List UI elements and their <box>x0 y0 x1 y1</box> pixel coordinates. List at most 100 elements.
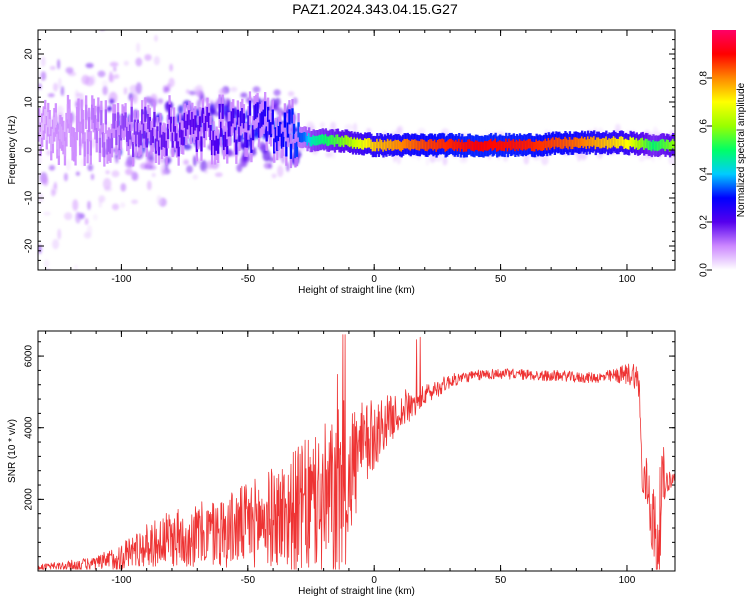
snr-x-axis: -100 -50 0 50 100 <box>45 331 653 586</box>
spectrogram-cell <box>76 92 83 97</box>
ridge-core <box>95 128 98 144</box>
spectrogram-cell <box>160 164 166 176</box>
ridge-core <box>556 138 560 148</box>
ridge-core <box>72 137 76 153</box>
snr-y-label: SNR (10 * v/v) <box>7 419 18 483</box>
ridge-core <box>452 140 455 150</box>
ridge-core <box>156 126 159 142</box>
spectrogram-cell <box>105 170 110 175</box>
spectrogram-cell <box>353 122 358 133</box>
ridge-core <box>491 141 494 151</box>
ridge-core <box>500 141 503 151</box>
x-tick-label: 100 <box>619 274 636 285</box>
ridge-core <box>209 125 212 141</box>
spectrogram-cell <box>330 121 337 131</box>
ridge-core <box>69 122 73 138</box>
ridge-core <box>230 111 233 127</box>
ridge-core <box>314 136 317 146</box>
ridge-core <box>638 139 641 150</box>
snr-series <box>38 334 675 570</box>
ridge-core <box>565 138 569 148</box>
ridge-core <box>41 122 44 138</box>
ridge-core <box>432 141 435 151</box>
spectrogram-cell <box>169 16 172 26</box>
ridge-core <box>480 141 484 152</box>
ridge-core <box>210 140 214 156</box>
ridge-core <box>520 140 523 151</box>
spectrogram-y-label: Frequency (Hz) <box>7 116 18 185</box>
spectrogram-cell <box>76 213 80 224</box>
ridge-core <box>286 122 290 138</box>
ridge-core <box>587 136 590 146</box>
ridge-core <box>458 138 461 149</box>
ridge-core <box>233 127 237 143</box>
ridge-core <box>115 130 118 146</box>
ridge-core <box>377 141 381 152</box>
spectrogram-cell <box>38 244 42 254</box>
y-tick-label: 4000 <box>24 416 35 439</box>
ridge-core <box>312 135 315 145</box>
ridge-core <box>553 139 557 150</box>
spectrogram-cell <box>65 67 74 74</box>
ridge-core <box>602 137 605 148</box>
ridge-core <box>113 113 117 129</box>
ridge-core <box>260 111 264 127</box>
ridge-core <box>576 137 579 148</box>
ridge-core <box>342 137 346 148</box>
ridge-core <box>640 138 643 148</box>
spectrogram-cell <box>104 0 113 3</box>
spectrogram-cell <box>320 122 325 129</box>
ridge-core <box>75 115 79 131</box>
ridge-core <box>320 134 323 145</box>
ridge-core <box>166 124 170 140</box>
ridge-core <box>339 137 343 147</box>
ridge-core <box>51 128 55 144</box>
y-tick-label: 6000 <box>24 345 35 368</box>
ridge-core <box>98 137 102 153</box>
ridge-core <box>141 109 144 125</box>
ridge-core <box>668 142 672 152</box>
ridge-core <box>526 139 529 150</box>
spectrogram-cell <box>203 168 208 174</box>
ridge-core <box>537 141 540 151</box>
ridge-core <box>80 108 83 124</box>
spectrogram-cell <box>66 159 71 171</box>
ridge-core <box>468 139 472 149</box>
ridge-core <box>436 140 440 150</box>
ridge-core <box>112 113 115 129</box>
ridge-core <box>459 142 462 152</box>
ridge-core <box>438 139 441 149</box>
ridge-core <box>614 137 617 148</box>
ridge-core <box>512 139 516 149</box>
ridge-core <box>644 138 648 149</box>
ridge-core <box>119 125 123 141</box>
x-tick-label: 100 <box>619 575 636 586</box>
ridge-core <box>153 111 156 127</box>
ridge-core <box>486 141 490 151</box>
snr-line <box>38 334 675 570</box>
ridge-core <box>329 135 332 145</box>
spectrogram-cell <box>344 124 354 131</box>
ridge-core <box>450 138 453 149</box>
ridge-core <box>270 122 273 138</box>
spectrogram-cell <box>43 211 51 216</box>
ridge-core <box>593 136 596 146</box>
ridge-core <box>132 142 135 158</box>
ridge-core <box>367 138 370 148</box>
ridge-core <box>297 122 300 138</box>
ridge-core <box>664 141 667 152</box>
ridge-core <box>109 138 112 154</box>
ridge-core <box>590 136 593 147</box>
ridge-core <box>395 140 399 150</box>
ridge-core <box>256 102 259 118</box>
ridge-core <box>247 115 250 131</box>
ridge-core <box>338 137 341 147</box>
ridge-core <box>417 140 420 151</box>
ridge-core <box>358 139 361 149</box>
spectrogram-cell <box>98 195 106 203</box>
ridge-core <box>254 103 258 119</box>
ridge-core <box>652 140 655 150</box>
ridge-core <box>483 140 487 151</box>
ridge-core <box>535 139 538 149</box>
ridge-core <box>138 132 141 148</box>
